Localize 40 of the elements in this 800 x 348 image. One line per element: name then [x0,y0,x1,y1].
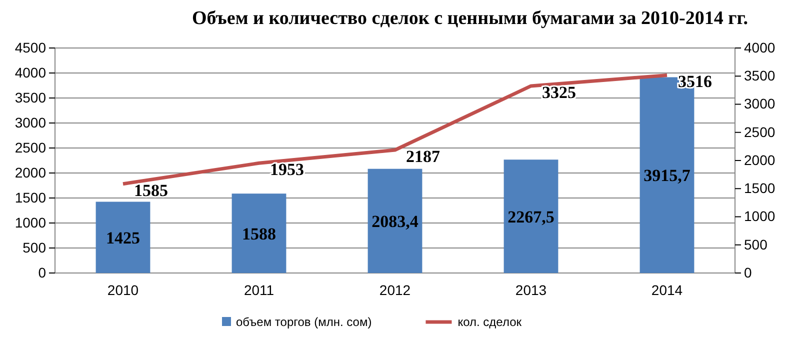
y-tick-label: 3000 [14,114,46,130]
y-tick-label: 1000 [14,214,46,230]
y2-tick-label: 1000 [744,208,776,224]
data-label: 1588 [242,224,276,244]
y-tick-label: 0 [38,264,46,280]
y2-tick-label: 500 [744,236,768,252]
y2-tick-label: 3000 [744,96,776,112]
y-tick-label: 2000 [14,164,46,180]
data-label: 1585 [134,180,168,200]
y2-tick-label: 3500 [744,68,776,84]
data-label: 2187 [406,146,440,166]
x-tick-label: 2010 [107,282,139,298]
x-tick-label: 2012 [379,282,411,298]
data-label: 1425 [106,228,140,248]
y-tick-label: 3500 [14,89,46,106]
x-tick-label: 2014 [651,282,683,298]
y2-tick-label: 2500 [744,124,776,140]
x-tick-label: 2011 [244,282,274,298]
y2-tick-label: 0 [744,264,752,280]
data-label: 1953 [270,160,304,180]
y-tick-label: 1500 [14,189,46,206]
bar [504,160,558,273]
bar [368,168,422,273]
x-tick-label: 2013 [515,282,547,298]
legend-label: объем торгов (млн. сом) [236,315,372,329]
y-tick-label: 2500 [14,139,46,156]
data-label: 3325 [542,82,576,102]
y2-tick-label: 4000 [744,39,776,56]
bar [232,194,286,273]
bar [96,202,150,273]
y-tick-label: 500 [22,239,46,256]
chart-title: Объем и количество сделок с ценными бумагами за 2010-2014 гг. [192,8,748,29]
y-tick-label: 4000 [14,64,46,80]
y2-tick-label: 2000 [744,152,776,168]
data-label: 3915,7 [644,166,691,186]
legend-label: кол. сделок [458,315,522,329]
data-label: 2083,4 [372,212,419,231]
y-tick-label: 4500 [14,39,46,56]
data-label: 2267,5 [508,207,554,226]
y2-tick-label: 1500 [744,180,776,196]
